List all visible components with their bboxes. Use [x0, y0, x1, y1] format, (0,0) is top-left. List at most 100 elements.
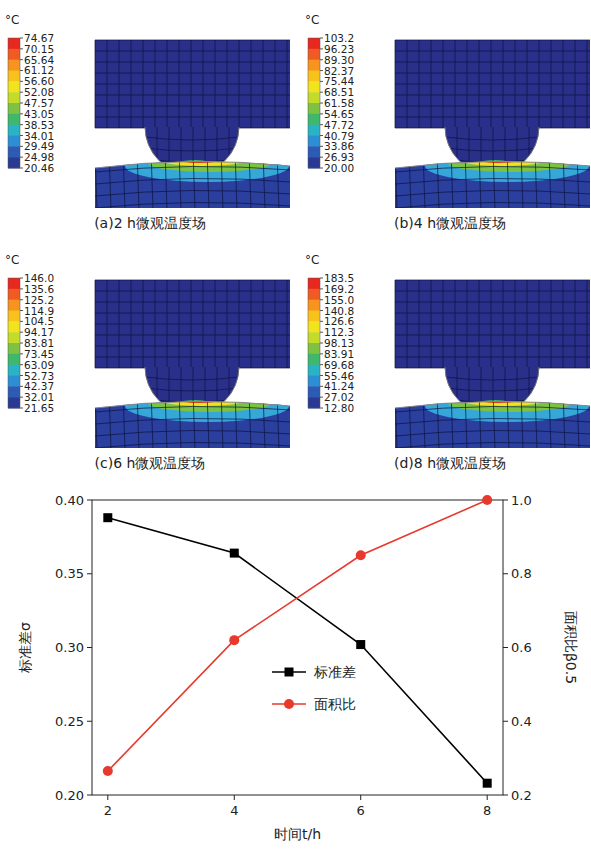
mesh-line	[423, 150, 425, 210]
mesh-line	[395, 442, 590, 448]
mesh-line	[95, 291, 290, 292]
tool-block	[95, 280, 290, 368]
series-line	[108, 500, 487, 771]
colorbar-band	[8, 60, 20, 71]
mesh-line	[145, 148, 239, 151]
mesh-line	[549, 390, 551, 450]
colorbar-band	[8, 92, 20, 103]
mesh-line	[193, 390, 195, 450]
colorbar-tick	[320, 288, 323, 289]
colorbar-band	[308, 278, 320, 289]
mesh-line	[395, 291, 590, 292]
y2-tick-label: 1.0	[511, 493, 532, 508]
mesh-line	[165, 390, 167, 450]
mesh-line	[493, 150, 495, 210]
colorbar-tick	[20, 299, 23, 300]
colorbar-tick	[20, 124, 23, 125]
colorbar-tick	[320, 81, 323, 82]
mesh-line	[521, 150, 523, 210]
colorbar-tick	[20, 81, 23, 82]
mesh-line	[465, 150, 467, 210]
mesh-line	[179, 390, 181, 450]
colorbar-band	[308, 92, 320, 103]
mesh-line	[95, 302, 290, 303]
panel-caption: (a)2 h微观温度场	[94, 215, 206, 231]
series-marker	[230, 549, 239, 558]
mesh-line	[95, 346, 290, 347]
y2-tick	[503, 573, 508, 574]
y2-tick-label: 0.2	[511, 788, 532, 803]
colorbar-tick	[20, 157, 23, 158]
plot-area	[103, 495, 492, 788]
x-tick-label: 8	[483, 803, 491, 818]
x-tick	[234, 795, 235, 800]
mesh-line	[395, 302, 590, 303]
mesh-line	[395, 390, 397, 450]
mesh-line	[395, 95, 590, 96]
mesh-line	[395, 178, 590, 184]
colorbar-tick	[20, 310, 23, 311]
substrate-heat	[425, 150, 589, 182]
mesh-line	[395, 202, 590, 208]
colorbar-tick	[20, 321, 23, 322]
colorbar-tick	[320, 48, 323, 49]
colorbar-unit: °C	[5, 13, 19, 27]
mesh-line	[445, 377, 539, 380]
colorbar-band	[8, 289, 20, 300]
mesh-line	[95, 51, 290, 52]
mesh-line	[395, 280, 590, 281]
mesh-line	[395, 357, 590, 358]
y2-axis-title: 面积比β0.5	[563, 611, 579, 684]
mesh-line	[95, 84, 290, 85]
colorbar-tick	[320, 157, 323, 158]
colorbar-band	[8, 354, 20, 365]
mesh-line	[493, 390, 495, 450]
mesh-line	[437, 150, 439, 210]
y-tick	[87, 573, 92, 574]
x-tick-label: 2	[104, 803, 112, 818]
mesh-line	[395, 406, 590, 412]
mesh-line	[249, 150, 251, 210]
substrate-edge	[395, 161, 590, 168]
colorbar-band	[8, 136, 20, 147]
colorbar-band	[8, 300, 20, 311]
colorbar-tick	[20, 332, 23, 333]
x-tick	[107, 795, 108, 800]
colorbar-label: 20.00	[324, 162, 354, 174]
y2-tick-label: 0.8	[511, 566, 532, 581]
legend-label: 标准差	[313, 664, 356, 680]
mesh-line	[95, 430, 290, 436]
colorbar-tick	[20, 113, 23, 114]
colorbar-band	[8, 38, 20, 49]
mesh-line	[95, 335, 290, 336]
colorbar-tick	[320, 386, 323, 387]
y2-tick-label: 0.6	[511, 640, 532, 655]
plot-frame	[92, 500, 503, 795]
mesh-line	[445, 148, 539, 151]
mesh-line	[95, 150, 97, 210]
colorbar-band	[308, 300, 320, 311]
mesh-line	[95, 166, 290, 172]
mesh-line	[123, 390, 125, 450]
colorbar-band	[8, 114, 20, 125]
colorbar-tick	[20, 70, 23, 71]
colorbar-tick	[320, 92, 323, 93]
colorbar-band	[8, 157, 20, 168]
y2-tick-label: 0.4	[511, 714, 532, 729]
mesh-line	[95, 106, 290, 107]
colorbar-tick	[20, 135, 23, 136]
colorbar-band	[8, 71, 20, 82]
colorbar-tick	[20, 59, 23, 60]
temperature-panel: °C74.6770.1565.6461.1256.6052.0847.5743.…	[5, 13, 290, 231]
mesh-line	[395, 106, 590, 107]
mesh-line	[193, 150, 195, 210]
mesh-line	[277, 390, 279, 450]
mesh-line	[145, 388, 239, 391]
mesh-line	[535, 390, 537, 450]
colorbar-band	[308, 365, 320, 376]
colorbar-tick	[320, 113, 323, 114]
substrate-edge	[95, 161, 290, 168]
colorbar-tick	[20, 102, 23, 103]
colorbar-band	[308, 157, 320, 168]
colorbar-band	[308, 354, 320, 365]
